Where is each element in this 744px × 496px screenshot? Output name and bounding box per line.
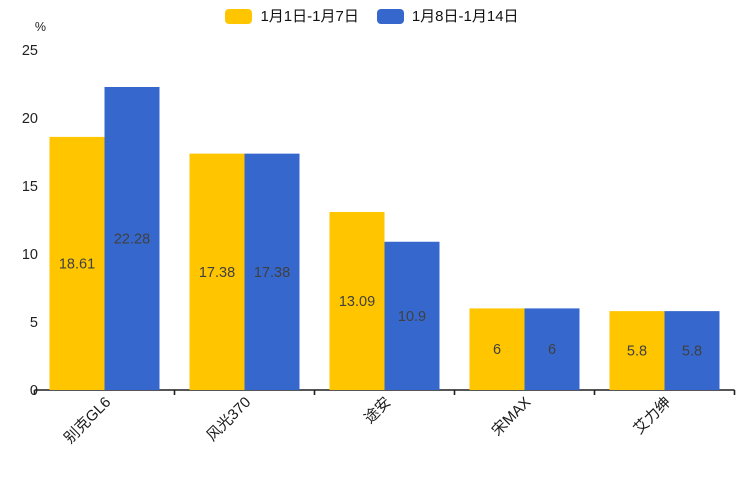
bar-value-label: 6 — [548, 342, 556, 358]
y-tick-label: 5 — [30, 315, 38, 331]
y-tick-label: 15 — [22, 179, 38, 195]
x-category-label: 艾力绅 — [630, 394, 674, 438]
legend-item-week1[interactable]: 1月1日-1月7日 — [225, 8, 359, 25]
bar-value-label: 17.38 — [199, 265, 235, 281]
bar-value-label: 13.09 — [339, 294, 375, 310]
x-category-label: 别克GL6 — [61, 394, 114, 447]
bar[interactable] — [469, 308, 525, 390]
bar[interactable] — [244, 153, 300, 390]
y-tick-label: 20 — [22, 111, 38, 127]
x-category-label: 途安 — [361, 394, 394, 427]
bar[interactable] — [104, 86, 160, 390]
bar-value-label: 5.8 — [627, 344, 647, 360]
bar[interactable] — [189, 153, 245, 390]
bar[interactable] — [49, 136, 105, 390]
bar-value-label: 17.38 — [254, 265, 290, 281]
bar-value-label: 6 — [493, 342, 501, 358]
bar-value-label: 10.9 — [398, 309, 426, 325]
y-tick-label: 10 — [22, 247, 38, 263]
chart-legend: 1月1日-1月7日 1月8日-1月14日 — [0, 9, 744, 24]
legend-label-week1: 1月1日-1月7日 — [260, 8, 359, 25]
y-axis-unit-label: % — [35, 20, 46, 34]
bar-value-label: 5.8 — [682, 344, 702, 360]
bar[interactable] — [329, 211, 385, 390]
bar[interactable] — [664, 311, 720, 390]
bar[interactable] — [384, 241, 440, 390]
x-category-label: 宋MAX — [489, 394, 535, 440]
legend-label-week2: 1月8日-1月14日 — [411, 8, 519, 25]
bar-value-label: 18.61 — [59, 256, 95, 272]
legend-swatch-yellow — [225, 9, 253, 24]
bar-value-label: 22.28 — [114, 231, 150, 247]
legend-swatch-blue — [376, 9, 404, 24]
bar[interactable] — [524, 308, 580, 390]
legend-item-week2[interactable]: 1月8日-1月14日 — [376, 8, 519, 25]
bar[interactable] — [609, 311, 665, 390]
y-tick-label: 25 — [22, 43, 38, 59]
x-category-label: 风光370 — [203, 394, 254, 445]
